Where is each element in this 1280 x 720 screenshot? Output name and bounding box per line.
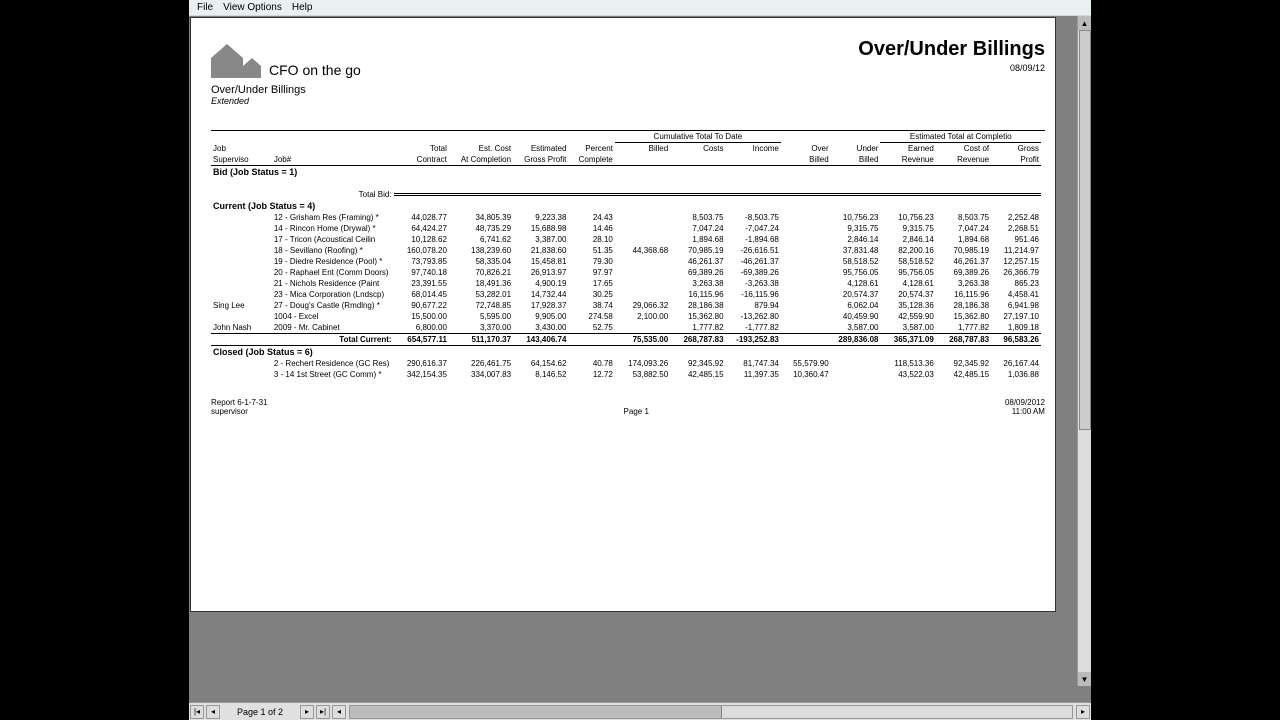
table-row: 2 - Rechert Residence (GC Res)290,616.37…	[211, 358, 1041, 369]
horizontal-scrollbar[interactable]	[349, 705, 1073, 719]
last-page-button[interactable]: ▸|	[316, 705, 330, 719]
table-row: 3 - 14 1st Street (GC Comm) *342,154.353…	[211, 369, 1041, 380]
table-row: John Nash2009 - Mr. Cabinet6,800.003,370…	[211, 322, 1041, 334]
table-row: 14 - Rincon Home (Drywal) *64,424.2748,7…	[211, 223, 1041, 234]
page-navbar: |◂ ◂ Page 1 of 2 ▸ ▸| ◂ ▸	[189, 702, 1091, 720]
section-title: Closed (Job Status = 6)	[211, 346, 1041, 359]
footer-sup: supervisor	[211, 407, 267, 416]
report-footer: Report 6-1-7-31 supervisor Page 1 08/09/…	[211, 398, 1045, 416]
table-row: 21 - Nichols Residence (Paint23,391.5518…	[211, 278, 1041, 289]
group-estimated: Estimated Total at Completio	[880, 131, 1041, 143]
logo-text: CFO on the go	[269, 62, 361, 78]
table-row: 20 - Raphael Ent (Comm Doors)97,740.1870…	[211, 267, 1041, 278]
report-title: Over/Under Billings	[858, 38, 1045, 61]
report-page: CFO on the go Over/Under Billings Extend…	[190, 17, 1056, 612]
footer-page: Page 1	[624, 407, 649, 416]
scroll-down-icon[interactable]: ▼	[1078, 672, 1091, 686]
hscroll-left-button[interactable]: ◂	[332, 705, 346, 719]
table-row: 18 - Sevillano (Roofing) *160,078.20138,…	[211, 245, 1041, 256]
page-indicator: Page 1 of 2	[221, 707, 299, 717]
menu-file[interactable]: File	[197, 2, 213, 13]
footer-date: 08/09/2012	[1005, 398, 1045, 407]
table-row: Sing Lee27 - Doug's Castle (Rmdlng) *90,…	[211, 300, 1041, 311]
hscroll-thumb[interactable]	[350, 706, 722, 718]
report-viewer-window: File View Options Help CFO on the go Ove…	[189, 0, 1091, 720]
table-row: 19 - Diedre Residence (Pool) *73,793.855…	[211, 256, 1041, 267]
menu-view[interactable]: View Options	[223, 2, 282, 13]
hscroll-right-button[interactable]: ▸	[1076, 705, 1090, 719]
table-row: 1004 - Excel15,500.005,595.009,905.00274…	[211, 311, 1041, 322]
table-row: 17 - Tricon (Acoustical Ceilin10,128.626…	[211, 234, 1041, 245]
section-title: Bid (Job Status = 1)	[211, 166, 1041, 179]
next-page-button[interactable]: ▸	[300, 705, 314, 719]
report-subtitle: Over/Under Billings	[211, 84, 361, 96]
report-date: 08/09/12	[858, 63, 1045, 73]
menubar: File View Options Help	[189, 0, 1091, 16]
section-title: Current (Job Status = 4)	[211, 200, 1041, 212]
vertical-scrollbar[interactable]: ▲ ▼	[1077, 16, 1091, 686]
first-page-button[interactable]: |◂	[190, 705, 204, 719]
group-cumulative: Cumulative Total To Date	[615, 131, 781, 143]
footer-report: Report 6-1-7-31	[211, 398, 267, 407]
document-area: CFO on the go Over/Under Billings Extend…	[189, 16, 1091, 702]
scroll-up-icon[interactable]: ▲	[1078, 16, 1091, 30]
logo: CFO on the go	[211, 38, 361, 78]
scroll-thumb[interactable]	[1079, 30, 1091, 430]
menu-help[interactable]: Help	[292, 2, 313, 13]
table-row: 23 - Mica Corporation (Lndscp)68,014.455…	[211, 289, 1041, 300]
footer-time: 11:00 AM	[1005, 407, 1045, 416]
bid-total-row: Total Bid:	[211, 189, 1041, 200]
table-row: 12 - Grisham Res (Framing) *44,028.7734,…	[211, 212, 1041, 223]
prev-page-button[interactable]: ◂	[206, 705, 220, 719]
house-icon	[211, 38, 263, 78]
total-row: Total Current:654,577.11511,170.37143,40…	[211, 334, 1041, 346]
report-table: Cumulative Total To Date Estimated Total…	[211, 131, 1041, 380]
report-subtitle2: Extended	[211, 96, 361, 106]
